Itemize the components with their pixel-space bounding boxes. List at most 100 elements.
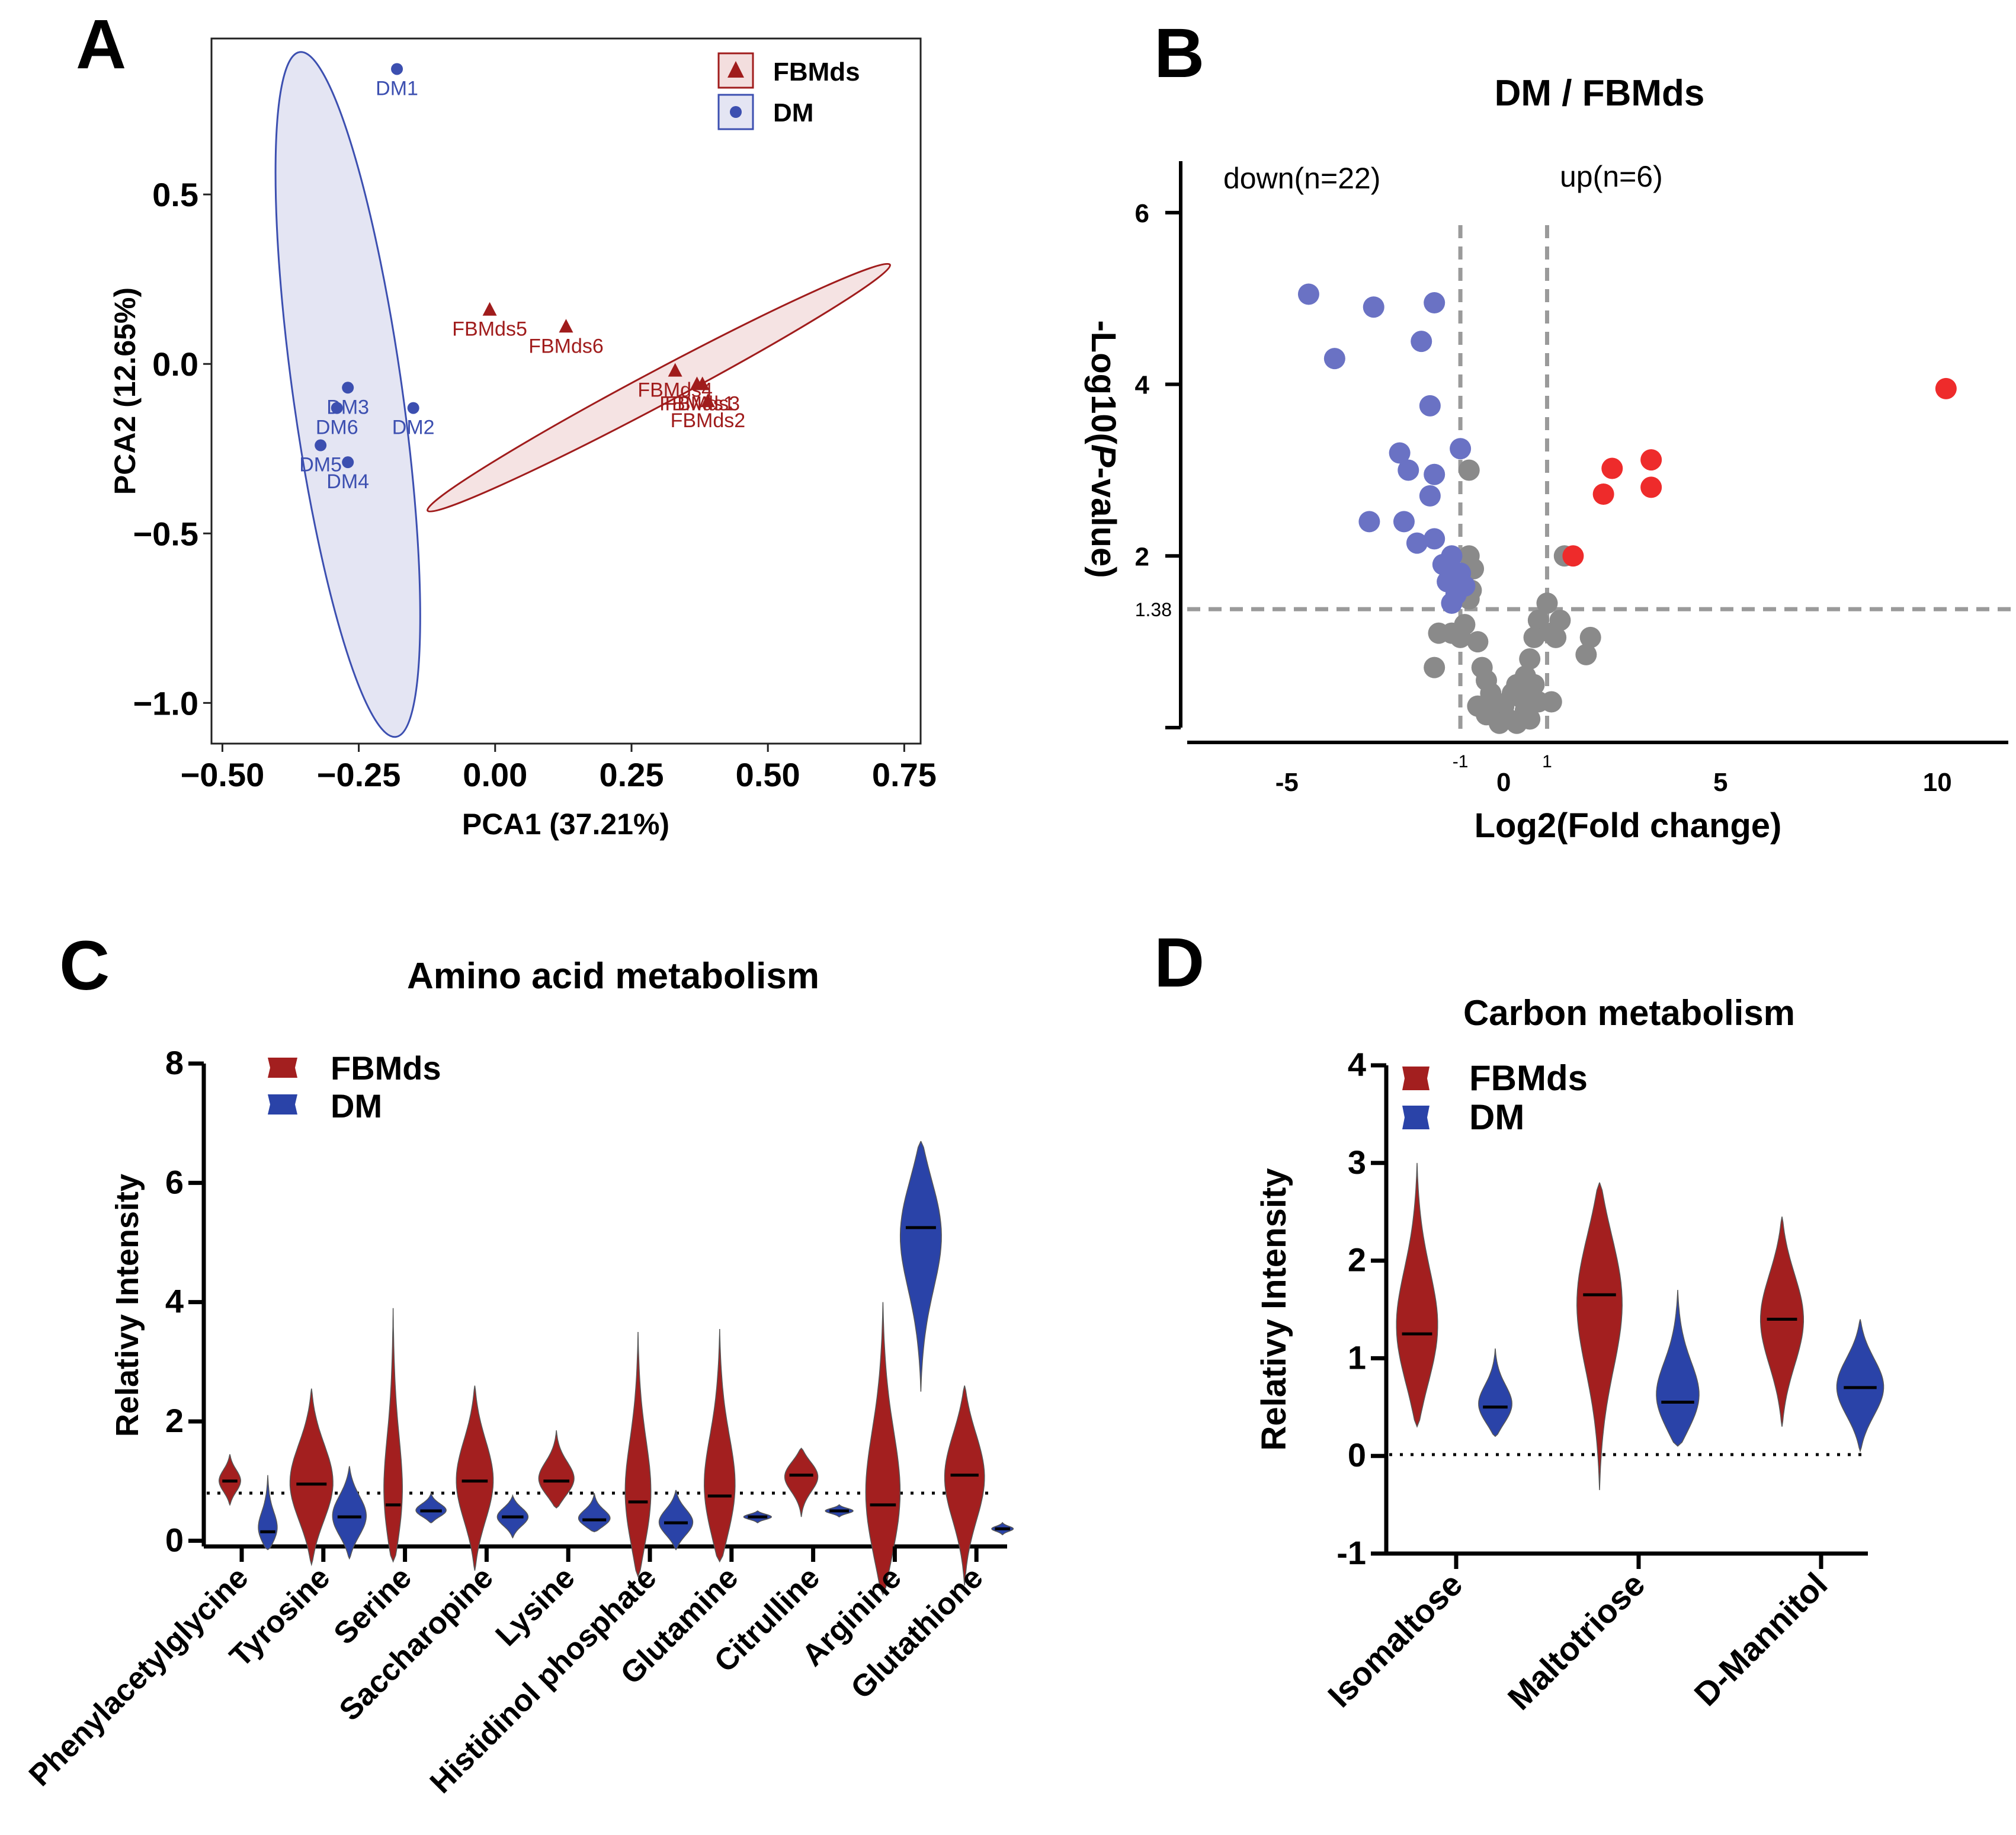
violin-fbmds-arginine [865, 1302, 901, 1596]
volcano-point-ns [1450, 626, 1472, 648]
amino-acid-title: Amino acid metabolism [407, 956, 819, 997]
pca-y-tick-label: 0.5 [152, 176, 198, 213]
up-count-annotation: up(n=6) [1560, 160, 1663, 193]
volcano-point-up [1592, 483, 1614, 505]
pca-point-fbmds1 [690, 376, 704, 390]
volcano-point-ns [1523, 626, 1545, 648]
pca-chart: FBMds5FBMds6FBMds4FBMds3FBMds1FBMds2DM1D… [108, 37, 937, 841]
pca-point-dm5 [315, 439, 327, 451]
legend-swatch-fbmds [717, 52, 754, 89]
volcano-point-ns [1458, 459, 1480, 481]
volcano-point-down [1419, 395, 1441, 417]
violin-fbmds-phenylacetylglycine [219, 1454, 241, 1506]
volcano-y-tick-label: 4 [1135, 371, 1150, 400]
volcano-chart: DM / FBMds -5 0 5 10 -1 1 2 4 6 1.38 down(n=22) u… [1084, 73, 2011, 845]
volcano-point-down [1424, 528, 1446, 550]
volcano-point-down [1441, 592, 1463, 614]
pca-point-label-dm5: DM5 [299, 454, 342, 476]
pca-point-fbmds6 [559, 319, 573, 333]
legend-label-dm: DM [773, 98, 813, 127]
volcano-point-ns [1579, 626, 1601, 648]
volcano-point-down [1424, 463, 1446, 485]
volcano-point-ns [1523, 674, 1545, 696]
violin-dm-arginine [899, 1141, 942, 1392]
volcano-point-ns [1575, 643, 1597, 665]
pca-legend: FBMds DM [717, 52, 860, 130]
violin-dm-d-mannitol [1836, 1319, 1884, 1453]
y-tick-label: 0 [165, 1521, 184, 1558]
volcano-x-tick-label: -5 [1275, 768, 1299, 797]
pca-point-dm2 [407, 402, 419, 414]
y-tick-label: 4 [1348, 1046, 1366, 1083]
violin-dm-isomaltose [1478, 1348, 1512, 1437]
category-label-phenylacetylglycine: Phenylacetylglycine [23, 1560, 255, 1793]
volcano-y-tick-label: 2 [1135, 542, 1149, 571]
violin-dm-phenylacetylglycine [258, 1475, 278, 1551]
legend-label-dm: DM [1469, 1097, 1524, 1137]
y-tick-label: 2 [165, 1402, 184, 1439]
legend-swatch-dm [268, 1094, 297, 1115]
pca-point-fbmds2 [700, 393, 715, 408]
y-tick-label: 4 [165, 1283, 184, 1320]
legend-swatch-fbmds [268, 1058, 297, 1078]
volcano-point-up [1935, 377, 1957, 399]
pca-x-tick-label: 0.50 [736, 756, 800, 793]
volcano-x-axis-title: Log2(Fold change) [1475, 806, 1782, 845]
volcano-point-down [1450, 438, 1472, 460]
pca-x-tick-label: 0.00 [463, 756, 527, 793]
violin-dm-serine [415, 1491, 447, 1523]
pca-x-axis-title: PCA1 (37.21%) [462, 808, 669, 841]
volcano-point-ns [1536, 592, 1558, 614]
down-count-annotation: down(n=22) [1223, 162, 1380, 195]
volcano-x-minor-tick-label: -1 [1453, 752, 1469, 771]
volcano-point-down [1393, 511, 1415, 533]
panel-label-b: B [1154, 14, 1204, 92]
threshold-tick-label: 1.38 [1135, 599, 1172, 620]
volcano-point-down [1389, 442, 1411, 464]
violin-fbmds-serine [383, 1308, 403, 1563]
violin-fbmds-citrulline [784, 1447, 819, 1517]
violin-dm-histidinol-phosphate [658, 1490, 694, 1551]
pca-point-label-dm4: DM4 [326, 470, 369, 493]
legend-circle-marker [730, 106, 742, 118]
amino-y-axis-title: Relativy Intensity [110, 1174, 145, 1437]
y-tick-label: 3 [1348, 1144, 1366, 1181]
category-label-d-mannitol: D-Mannitol [1687, 1565, 1834, 1713]
pca-point-dm3 [342, 382, 354, 394]
volcano-point-ns [1545, 626, 1567, 648]
pca-point-dm6 [331, 402, 343, 414]
carbon-violin-chart: Carbon metabolism -1 0 1 2 3 4 Isomaltose Malto… [1255, 993, 1884, 1717]
y-title-part-italic: P [1084, 444, 1123, 467]
volcano-point-up [1601, 457, 1623, 479]
pca-point-dm4 [342, 456, 354, 469]
y-tick-label: 0 [1348, 1436, 1366, 1474]
violin-fbmds-glutathione [944, 1385, 985, 1586]
amino-acid-violin-chart: Amino acid metabolism 0 2 4 6 8 Phenylacetylg… [23, 956, 1014, 1800]
violin-fbmds-lysine [538, 1430, 575, 1509]
volcano-point-down [1454, 575, 1476, 597]
pca-point-label-fbmds5: FBMds5 [452, 318, 527, 341]
carbon-y-axis-title: Relativy Intensity [1255, 1168, 1293, 1450]
volcano-point-down [1432, 553, 1454, 575]
volcano-x-tick-label: 10 [1923, 768, 1952, 797]
panel-label-a: A [76, 5, 126, 84]
volcano-point-down [1323, 348, 1345, 370]
volcano-point-down [1424, 292, 1446, 313]
volcano-x-tick-label: 5 [1713, 768, 1727, 797]
pca-point-label-dm1: DM1 [376, 77, 418, 100]
pca-point-fbmds5 [482, 302, 497, 316]
legend-label-fbmds: FBMds [773, 57, 860, 87]
volcano-y-axis-title: -Log10(P-value) [1084, 320, 1123, 578]
pca-y-tick-label: −0.5 [133, 515, 198, 552]
category-label-maltotriose: Maltotriose [1501, 1565, 1652, 1717]
pca-point-label-fbmds6: FBMds6 [528, 335, 604, 357]
legend-label-fbmds: FBMds [1469, 1058, 1588, 1098]
volcano-point-down [1406, 532, 1428, 554]
violin-dm-maltotriose [1656, 1289, 1700, 1447]
violin-dm-lysine [578, 1493, 611, 1532]
confidence-ellipse-dm [274, 51, 421, 738]
volcano-point-ns [1519, 648, 1541, 670]
panel-label-d: D [1154, 924, 1204, 1002]
confidence-ellipse-fbmds [427, 262, 891, 513]
